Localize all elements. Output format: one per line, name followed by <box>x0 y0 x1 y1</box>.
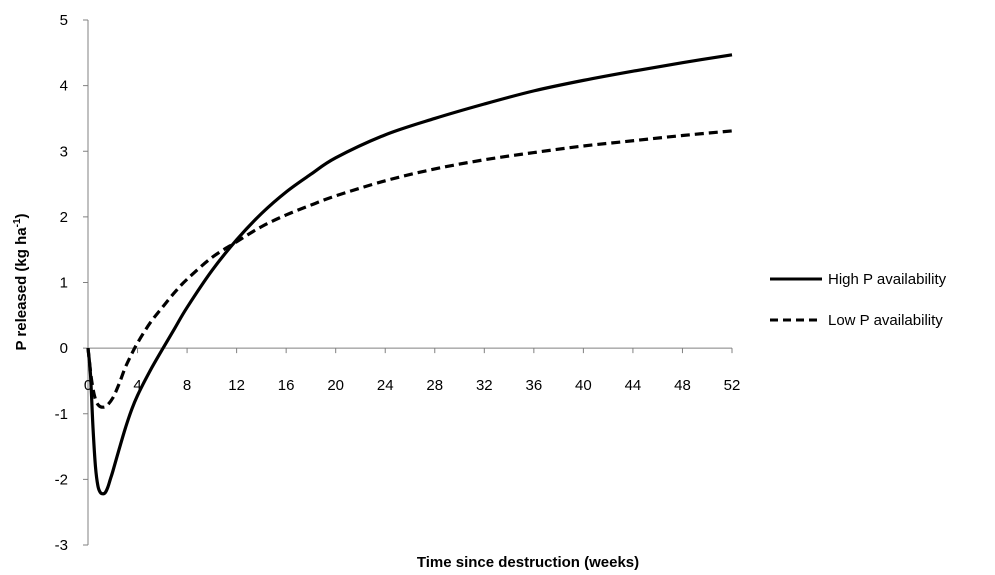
legend-label-low-p: Low P availability <box>828 312 943 329</box>
y-tick-label: 0 <box>60 340 68 357</box>
y-axis-title: P released (kg ha-1) <box>12 213 30 350</box>
x-tick-label: 24 <box>377 377 394 394</box>
y-axis-title-main: P released (kg ha <box>13 227 30 351</box>
x-tick-label: 0 <box>84 377 92 394</box>
x-tick-label: 48 <box>674 377 691 394</box>
y-tick-label: -1 <box>55 406 68 423</box>
x-tick-label: 12 <box>228 377 245 394</box>
legend: High P availability Low P availability <box>770 271 947 329</box>
legend-label-high-p: High P availability <box>828 271 947 288</box>
y-tick-label: 1 <box>60 275 68 292</box>
x-tick-label: 4 <box>133 377 141 394</box>
series-line-high-p <box>86 53 733 496</box>
x-tick-label: 40 <box>575 377 592 394</box>
x-tick-label: 52 <box>724 377 741 394</box>
x-axis-title: Time since destruction (weeks) <box>417 554 639 571</box>
x-tick-label: 16 <box>278 377 295 394</box>
legend-item-low-p: Low P availability <box>770 312 943 329</box>
x-tick-label: 8 <box>183 377 191 394</box>
x-tick-label: 28 <box>426 377 443 394</box>
x-tick-label: 44 <box>625 377 642 394</box>
series-line-low-p <box>86 129 733 409</box>
x-tick-label: 20 <box>327 377 344 394</box>
y-tick-label: 3 <box>60 143 68 160</box>
y-axis-title-close: ) <box>13 213 30 218</box>
x-tick-label: 36 <box>526 377 543 394</box>
axes <box>83 19 733 546</box>
y-axis-title-superscript: -1 <box>12 218 23 227</box>
y-tick-label: -3 <box>55 537 68 554</box>
y-tick-label: 5 <box>60 12 68 29</box>
legend-item-high-p: High P availability <box>770 271 947 288</box>
series-group <box>86 53 733 496</box>
y-tick-label: -2 <box>55 471 68 488</box>
y-tick-label: 2 <box>60 209 68 226</box>
x-tick-label: 32 <box>476 377 493 394</box>
y-tick-label: 4 <box>60 78 68 95</box>
